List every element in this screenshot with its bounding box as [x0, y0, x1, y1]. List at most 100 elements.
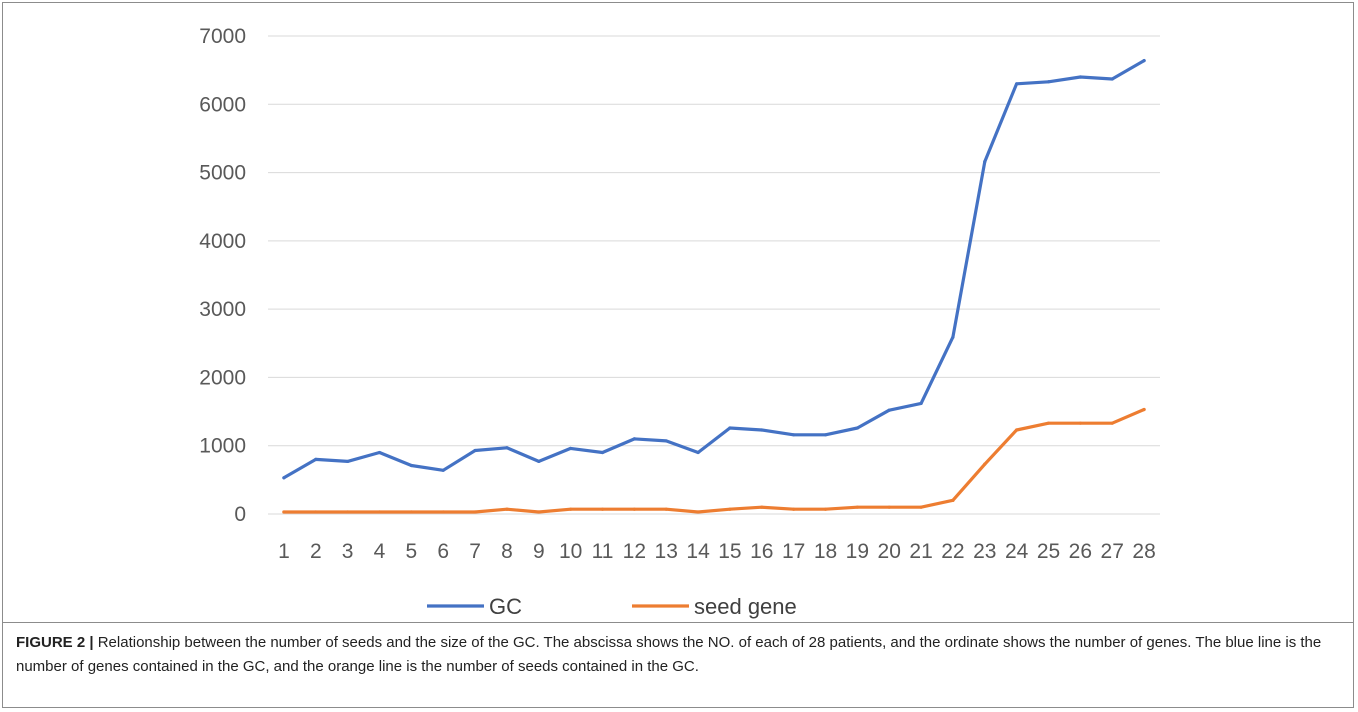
- data-point: [1142, 58, 1146, 63]
- figure-label: FIGURE 2 |: [16, 634, 94, 651]
- data-point: [1046, 80, 1051, 84]
- data-point: [314, 457, 318, 461]
- data-point: [823, 507, 828, 511]
- data-point: [664, 507, 668, 511]
- series-lines: [282, 58, 1146, 514]
- data-point: [600, 450, 605, 455]
- data-point: [855, 505, 859, 509]
- data-point: [1078, 421, 1082, 425]
- data-point: [951, 498, 955, 502]
- data-point: [569, 507, 573, 511]
- x-tick-label: 23: [973, 540, 996, 563]
- x-tick-label: 19: [846, 540, 869, 563]
- data-point: [664, 439, 668, 443]
- data-point: [600, 507, 605, 511]
- x-tick-label: 8: [501, 540, 513, 563]
- data-point: [823, 433, 828, 437]
- y-tick-label: 3000: [199, 298, 246, 321]
- data-point: [919, 401, 923, 405]
- data-point: [1015, 428, 1019, 432]
- x-tick-label: 6: [437, 540, 449, 563]
- legend-label: seed gene: [694, 594, 797, 619]
- x-tick-label: 14: [686, 540, 710, 563]
- x-tick-label: 2: [310, 540, 322, 563]
- x-tick-label: 7: [469, 540, 481, 563]
- data-point: [441, 510, 445, 514]
- x-tick-label: 3: [342, 540, 354, 563]
- x-tick-label: 26: [1069, 540, 1092, 563]
- data-point: [505, 507, 509, 511]
- data-point: [377, 510, 382, 514]
- series-line-gc: [282, 58, 1146, 480]
- data-point: [1046, 421, 1051, 425]
- y-tick-label: 7000: [199, 25, 246, 48]
- data-point: [760, 505, 764, 509]
- data-point: [983, 462, 987, 466]
- data-point: [887, 505, 891, 509]
- data-point: [377, 450, 382, 455]
- data-point: [1078, 75, 1082, 79]
- data-point: [728, 507, 732, 511]
- data-point: [537, 510, 541, 514]
- data-point: [282, 476, 286, 480]
- data-point: [919, 505, 923, 509]
- data-point: [314, 510, 318, 514]
- figure-caption: FIGURE 2 | Relationship between the numb…: [16, 631, 1336, 679]
- data-point: [1142, 407, 1146, 412]
- data-point: [792, 507, 796, 511]
- data-point: [951, 335, 955, 339]
- y-tick-label: 1000: [199, 435, 246, 458]
- data-point: [1110, 421, 1114, 425]
- y-tick-label: 6000: [199, 93, 246, 116]
- data-point: [1015, 82, 1019, 86]
- caption-divider: [2, 622, 1354, 623]
- y-tick-label: 4000: [199, 230, 246, 253]
- x-tick-label: 17: [782, 540, 805, 563]
- x-tick-label: 24: [1005, 540, 1029, 563]
- data-point: [282, 510, 286, 514]
- x-tick-label: 12: [623, 540, 646, 563]
- data-point: [983, 160, 987, 164]
- data-point: [632, 507, 636, 511]
- x-axis: 1 2 3 4 5 6 7 8 9 10 11 12 13 14 15 16 17 18 19 20 21 22 23 24 2…: [268, 513, 1160, 563]
- x-tick-label: 25: [1037, 540, 1060, 563]
- x-tick-label: 27: [1101, 540, 1124, 563]
- gridlines: [268, 35, 1160, 515]
- data-point: [569, 446, 573, 451]
- x-tick-label: 13: [655, 540, 678, 563]
- data-point: [855, 426, 859, 430]
- x-tick-label: 9: [533, 540, 545, 563]
- data-point: [409, 463, 413, 468]
- data-point: [441, 468, 445, 472]
- data-point: [473, 448, 477, 453]
- y-axis: 0 1000 2000 3000 4000 5000 6000 7000: [199, 25, 246, 526]
- data-point: [505, 446, 509, 450]
- data-point: [728, 426, 732, 430]
- y-tick-label: 0: [234, 503, 246, 526]
- caption-text: Relationship between the number of seeds…: [16, 634, 1322, 675]
- data-point: [760, 428, 764, 432]
- data-point: [537, 459, 541, 464]
- x-tick-label: 21: [909, 540, 932, 563]
- x-tick-label: 20: [878, 540, 901, 563]
- x-tick-label: 4: [374, 540, 386, 563]
- x-tick-label: 11: [592, 540, 614, 563]
- data-point: [696, 450, 700, 455]
- x-tick-label: 16: [750, 540, 773, 563]
- y-tick-label: 2000: [199, 366, 246, 389]
- x-tick-label: 28: [1132, 540, 1155, 563]
- x-tick-label: 1: [278, 540, 290, 563]
- x-tick-label: 18: [814, 540, 837, 563]
- data-point: [346, 510, 350, 514]
- y-tick-label: 5000: [199, 162, 246, 185]
- legend: GC seed gene: [427, 594, 797, 619]
- data-point: [696, 510, 700, 514]
- data-point: [1110, 77, 1114, 81]
- data-point: [887, 408, 891, 412]
- x-tick-label: 5: [406, 540, 418, 563]
- series-line-seed-gene: [282, 407, 1146, 514]
- data-point: [632, 437, 636, 441]
- x-tick-label: 22: [941, 540, 964, 563]
